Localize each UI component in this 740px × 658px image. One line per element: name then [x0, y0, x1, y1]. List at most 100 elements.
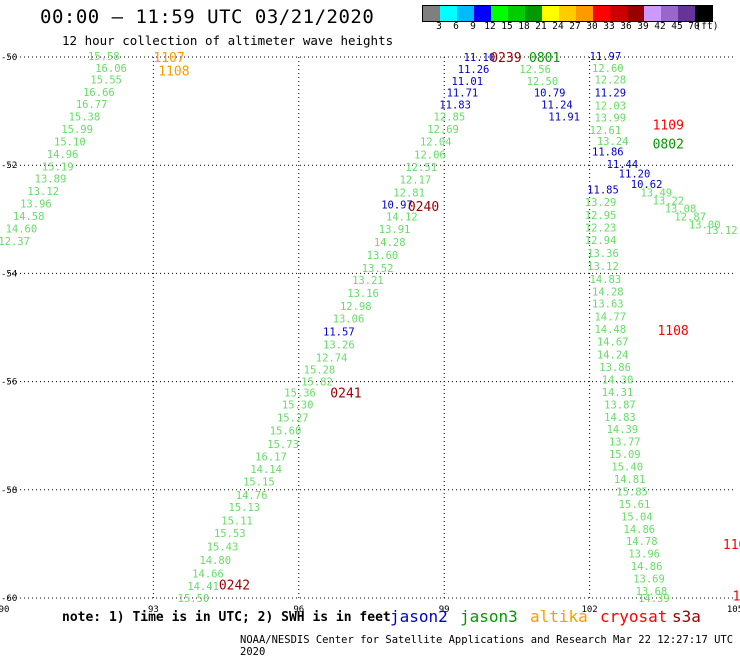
legend-jason3: jason3	[460, 607, 518, 626]
swh-point-label: 12.85	[434, 112, 466, 124]
legend-altika: altika	[530, 607, 588, 626]
swh-point-label: 11.44	[607, 159, 639, 171]
swh-point-label: 10.79	[534, 88, 566, 100]
swh-point-label: 15.38	[69, 112, 101, 124]
swh-point-label: 12.60	[592, 63, 624, 75]
swh-point-label: 14.24	[597, 350, 629, 362]
swh-point-label: 13.86	[599, 362, 631, 374]
swh-point-label: 15.04	[621, 511, 653, 523]
swh-point-label: 11.83	[439, 100, 471, 112]
swh-point-label: 14.28	[374, 237, 406, 249]
swh-point-label: 12.95	[585, 210, 617, 222]
swh-point-label: 14.12	[386, 212, 418, 224]
swh-point-label: 13.69	[633, 574, 665, 586]
swh-point-label: 11.24	[541, 100, 573, 112]
swh-point-label: 11.01	[451, 76, 483, 88]
swh-point-label: 14.96	[47, 149, 79, 161]
page-title: 00:00 – 11:59 UTC 03/21/2020	[40, 6, 375, 28]
scale-swatch	[423, 6, 440, 21]
swh-point-label: 15.43	[207, 542, 239, 554]
swh-point-label: 16.17	[255, 451, 287, 463]
y-tick-label: -60	[1, 594, 17, 604]
swh-point-label: 11.20	[619, 168, 651, 180]
swh-point-label: 14.39	[638, 593, 670, 605]
swh-point-label: 14.86	[624, 524, 656, 536]
swh-point-label: 14.60	[6, 223, 38, 235]
swh-point-label: 11.26	[458, 64, 490, 76]
swh-point-label: 13.99	[594, 113, 626, 125]
swh-point-label: 13.77	[609, 437, 641, 449]
scale-label: 6	[453, 21, 459, 32]
units-note: note: 1) Time is in UTC; 2) SWH is in fe…	[62, 610, 391, 625]
swh-point-label: 13.89	[35, 174, 67, 186]
scale-swatch	[491, 6, 508, 21]
scale-label: 27	[569, 21, 581, 32]
swh-point-label: 12.28	[594, 75, 626, 87]
color-scale-labels: 3 6 9 12 15 18 21 24 27 30 33 36 39 42 45 70 (ft)	[422, 21, 740, 35]
swh-point-label: 13.96	[20, 199, 52, 211]
scale-label: 33	[603, 21, 615, 32]
swh-point-label: 15.50	[178, 593, 210, 605]
x-tick-label: 90	[0, 605, 9, 615]
x-tick-label: 99	[439, 605, 450, 615]
scale-swatch	[474, 6, 491, 21]
scale-swatch	[508, 6, 525, 21]
swh-point-label: 16.66	[83, 87, 115, 99]
swh-point-label: 13.87	[604, 399, 636, 411]
pass-time-label: 1107	[153, 51, 184, 66]
swh-point-label: 12.03	[594, 101, 626, 113]
swh-point-label: 14.81	[614, 474, 646, 486]
pass-time-label: 1108	[158, 65, 189, 80]
swh-point-label: 12.69	[427, 124, 459, 136]
swh-point-label: 12.23	[585, 222, 617, 234]
scale-swatch	[576, 6, 593, 21]
swh-point-label: 15.40	[611, 462, 643, 474]
y-tick-label: -58	[1, 486, 17, 496]
pass-time-label: 0240	[408, 200, 439, 215]
legend-cryosat: cryosat	[600, 607, 668, 626]
x-tick-label: 105	[727, 605, 740, 615]
credit-line: NOAA/NESDIS Center for Satellite Applica…	[240, 634, 734, 658]
swh-point-label: 15.10	[54, 136, 86, 148]
scale-swatch	[593, 6, 610, 21]
scale-label: 12	[484, 21, 496, 32]
swh-point-label: 11.57	[323, 326, 355, 338]
y-tick-label: -54	[1, 269, 17, 279]
swh-point-label: 13.08	[665, 203, 697, 215]
swh-point-label: 15.11	[221, 516, 253, 528]
swh-point-label: 12.87	[674, 212, 706, 224]
swh-point-label: 15.27	[277, 412, 309, 424]
scale-label: 36	[620, 21, 632, 32]
scale-label: (ft)	[695, 21, 719, 32]
swh-point-label: 15.85	[616, 486, 648, 498]
swh-point-label: 16.06	[95, 63, 127, 75]
swh-point-label: 13.91	[379, 224, 411, 236]
pass-time-label: 0801	[529, 51, 560, 66]
page-subtitle: 12 hour collection of altimeter wave hei…	[62, 33, 394, 48]
swh-point-label: 13.12	[706, 225, 738, 237]
swh-point-label: 14.78	[626, 536, 658, 548]
legend-jason2: jason2	[390, 607, 448, 626]
scale-label: 15	[501, 21, 513, 32]
pass-time-label: 0802	[653, 138, 684, 153]
scale-swatch	[627, 6, 644, 21]
scale-label: 30	[586, 21, 598, 32]
scale-swatch	[661, 6, 678, 21]
scale-label: 18	[518, 21, 530, 32]
scale-label: 70	[688, 21, 700, 32]
swh-point-label: 12.94	[585, 235, 617, 247]
swh-point-label: 15.61	[619, 499, 651, 511]
scale-swatch	[542, 6, 559, 21]
swh-point-label: 12.37	[0, 236, 30, 248]
swh-point-label: 13.63	[592, 299, 624, 311]
pass-time-label: 1107	[723, 538, 740, 553]
pass-time-label: 0242	[219, 578, 250, 593]
swh-point-label: 15.99	[61, 124, 93, 136]
swh-point-label: 15.73	[267, 439, 299, 451]
swh-point-label: 13.16	[347, 288, 379, 300]
swh-point-label: 13.49	[640, 187, 672, 199]
swh-point-label: 11.86	[592, 147, 624, 159]
swh-point-label: 12.61	[590, 125, 622, 137]
swh-point-label: 15.30	[282, 399, 314, 411]
swh-point-label: 10.97	[381, 200, 413, 212]
